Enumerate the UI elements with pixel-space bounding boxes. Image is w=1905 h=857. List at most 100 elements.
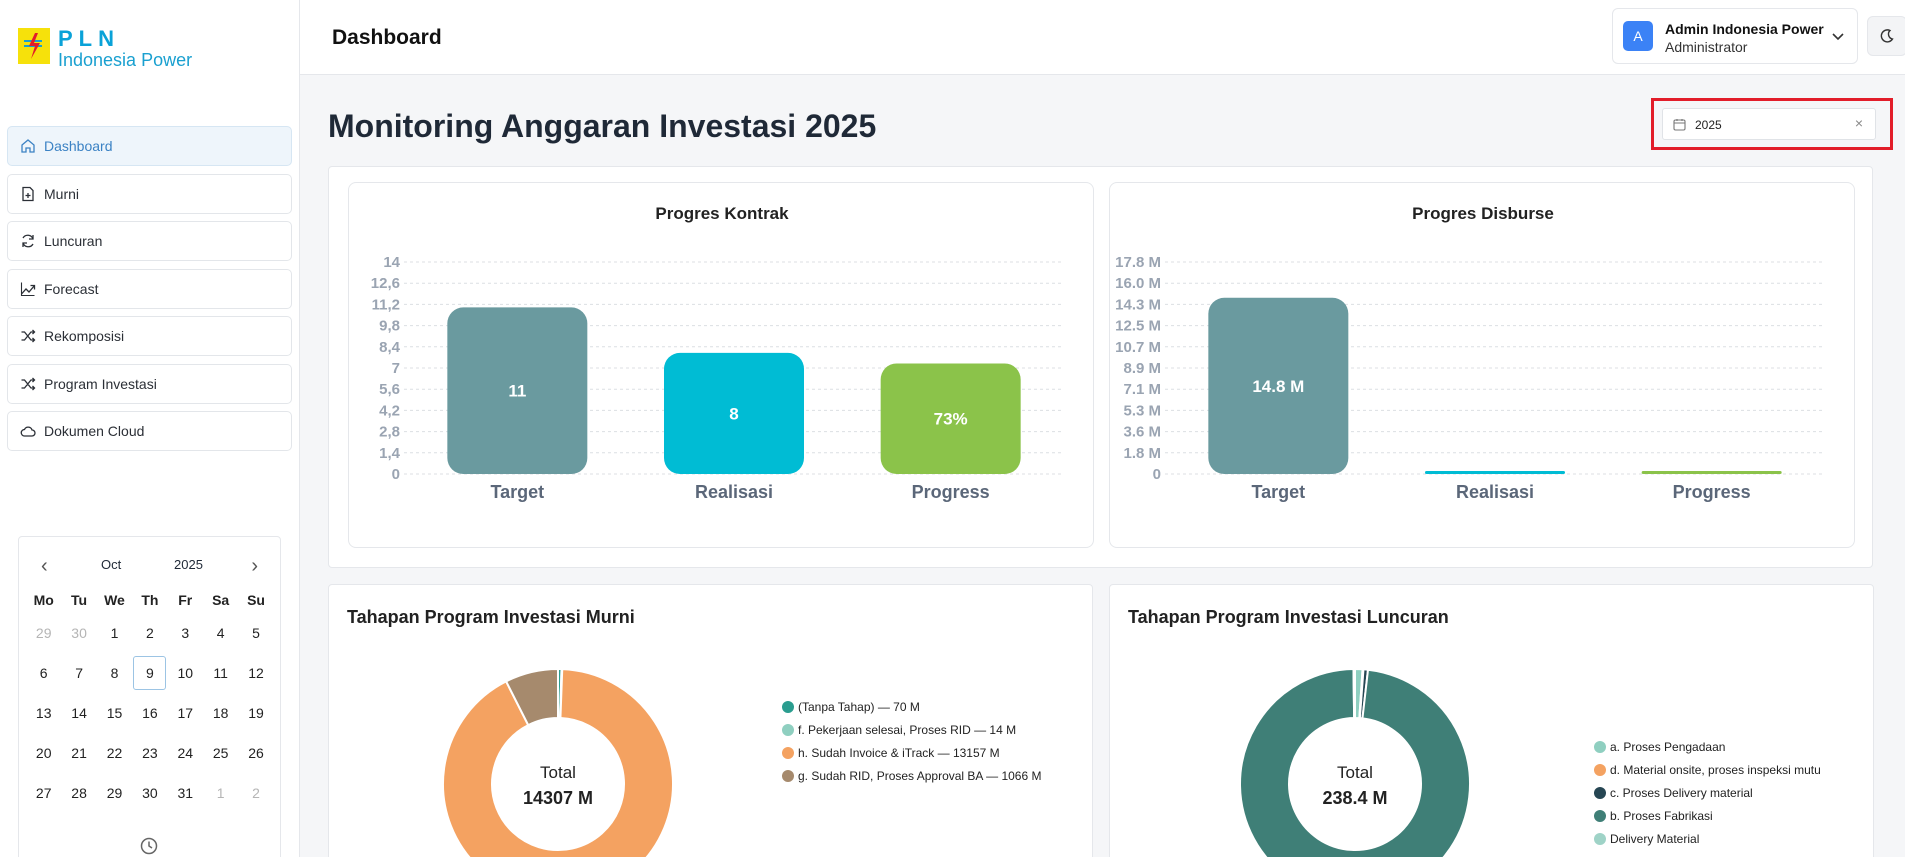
donut-slice[interactable] [442,668,674,857]
calendar-day[interactable]: 18 [212,705,229,721]
bar-data-label: 73% [934,410,968,429]
y-tick-label: 2,8 [379,424,400,441]
calendar-day[interactable]: 25 [212,745,229,761]
calendar-day[interactable]: 29 [35,625,52,641]
y-tick-label: 7 [392,360,400,377]
calendar-day[interactable]: 14 [71,705,87,721]
calendar-day[interactable]: 20 [35,745,52,761]
calendar-day[interactable]: 21 [71,745,87,761]
calendar-day[interactable]: 26 [248,745,264,761]
chart-title: Progres Disburse [1412,204,1554,223]
calendar-day[interactable]: 13 [35,705,52,721]
clock-icon[interactable] [140,837,158,857]
calendar-day[interactable]: 29 [106,785,123,801]
bar-data-label: 8 [729,404,738,423]
calendar-day[interactable]: 4 [216,625,225,641]
calendar-day[interactable]: 8 [110,665,119,681]
calendar-month[interactable]: Oct [101,557,122,572]
tahapan-luncuran-donut: Total 238.4 M [1239,667,1471,857]
sidebar-item-rekomposisi[interactable]: Rekomposisi [7,316,292,356]
y-tick-label: 8.9 M [1123,360,1161,377]
legend-item[interactable]: (Tanpa Tahap) — 70 M [782,695,1041,718]
bar-realisasi[interactable] [664,352,804,474]
calendar-day[interactable]: 17 [177,705,194,721]
donut-center-label: Total [540,763,576,782]
calendar-day[interactable]: 11 [213,665,228,681]
page-title: Monitoring Anggaran Investasi 2025 [328,108,877,144]
sidebar-item-forecast[interactable]: Forecast [7,268,292,309]
calendar-day[interactable]: 22 [106,745,123,761]
highlight-frame [1651,98,1893,150]
calendar-day[interactable]: 16 [142,705,158,721]
calendar-day[interactable]: 7 [75,665,83,681]
calendar-day[interactable]: 1 [216,785,225,801]
chevron-left-icon[interactable]: ‹ [41,555,48,577]
legend-item[interactable]: c. Proses Delivery material [1594,781,1821,804]
chevron-right-icon[interactable]: › [251,555,258,577]
calendar-day[interactable]: 5 [252,625,260,641]
legend-item[interactable]: f. Pekerjaan selesai, Proses RID — 14 M [782,718,1041,741]
tahapan-murni-donut: Total 14307 M [442,667,674,857]
y-tick-label: 17.8 M [1115,254,1161,271]
bar-data-label: 14.8 M [1252,377,1304,396]
legend-item[interactable]: b. Proses Fabrikasi [1594,804,1821,827]
calendar-day[interactable]: 3 [181,625,190,641]
calendar-day[interactable]: 12 [248,665,264,681]
calendar-day[interactable]: 31 [177,785,194,801]
sidebar-item-dokumen-cloud[interactable]: Dokumen Cloud [7,411,292,451]
sidebar-item-program-investasi[interactable]: Program Investasi [7,363,292,404]
y-tick-label: 12.5 M [1115,318,1161,335]
user-name: Admin Indonesia Power [1665,21,1824,37]
bar-target[interactable] [447,307,588,474]
donut-slice[interactable] [1352,667,1356,720]
bar-progress[interactable] [880,363,1021,474]
calendar-day[interactable]: 28 [71,785,87,801]
clear-icon[interactable]: × [1854,115,1863,131]
calendar-icon [1673,118,1686,136]
legend-item[interactable]: h. Sudah Invoice & iTrack — 13157 M [782,741,1041,764]
year-filter-input[interactable]: 2025 × [1662,108,1876,140]
theme-toggle-button[interactable] [1867,16,1905,56]
calendar-day[interactable]: 30 [142,785,158,801]
user-role: Administrator [1665,39,1748,55]
calendar-day[interactable]: 6 [39,665,48,681]
donut-slice[interactable] [504,667,559,727]
calendar-day[interactable]: 27 [35,785,52,801]
shuffle-icon [20,376,36,392]
bar-target[interactable] [1208,297,1349,474]
y-tick-label: 1.8 M [1123,445,1161,462]
top-header: Dashboard A Admin Indonesia Power Admini… [300,0,1905,75]
calendar-day[interactable]: 1 [110,625,119,641]
calendar-year[interactable]: 2025 [174,557,203,572]
x-tick-label: Target [1251,482,1305,502]
tahapan-murni-card: Tahapan Program Investasi Murni Total 143… [328,584,1093,857]
legend-item[interactable]: d. Material onsite, proses inspeksi mutu [1594,758,1821,781]
y-tick-label: 12,6 [371,275,400,292]
bar-realisasi[interactable] [1425,471,1565,474]
calendar-day[interactable]: 30 [71,625,87,641]
legend-item[interactable]: g. Sudah RID, Proses Approval BA — 1066 … [782,764,1041,787]
x-tick-label: Realisasi [1456,482,1534,502]
legend-swatch [1594,809,1606,822]
trend-up-icon [20,281,36,297]
sidebar-item-murni[interactable]: Murni [7,173,292,214]
y-tick-label: 14.3 M [1115,296,1161,313]
legend-item[interactable]: Delivery Material [1594,827,1821,850]
calendar-day[interactable]: 2 [252,785,260,801]
calendar-day[interactable]: 15 [106,705,123,721]
legend-swatch [1594,832,1606,845]
donut-slice[interactable] [1239,667,1471,857]
weekday-label: Tu [71,592,88,608]
pln-logo[interactable]: PLN Indonesia Power [18,28,192,70]
bar-progress[interactable] [1641,471,1782,474]
calendar-day[interactable]: 2 [145,625,154,641]
calendar-day[interactable]: 10 [177,665,194,681]
calendar-day[interactable]: 23 [142,745,158,761]
sidebar-item-dashboard[interactable]: Dashboard [7,126,292,166]
calendar-day[interactable]: 24 [177,745,194,761]
user-menu[interactable]: A Admin Indonesia Power Administrator [1612,8,1858,64]
sidebar-item-luncuran[interactable]: Luncuran [7,221,292,261]
calendar-day[interactable]: 19 [248,705,264,721]
calendar-day[interactable]: 9 [133,656,167,690]
legend-item[interactable]: a. Proses Pengadaan [1594,735,1821,758]
